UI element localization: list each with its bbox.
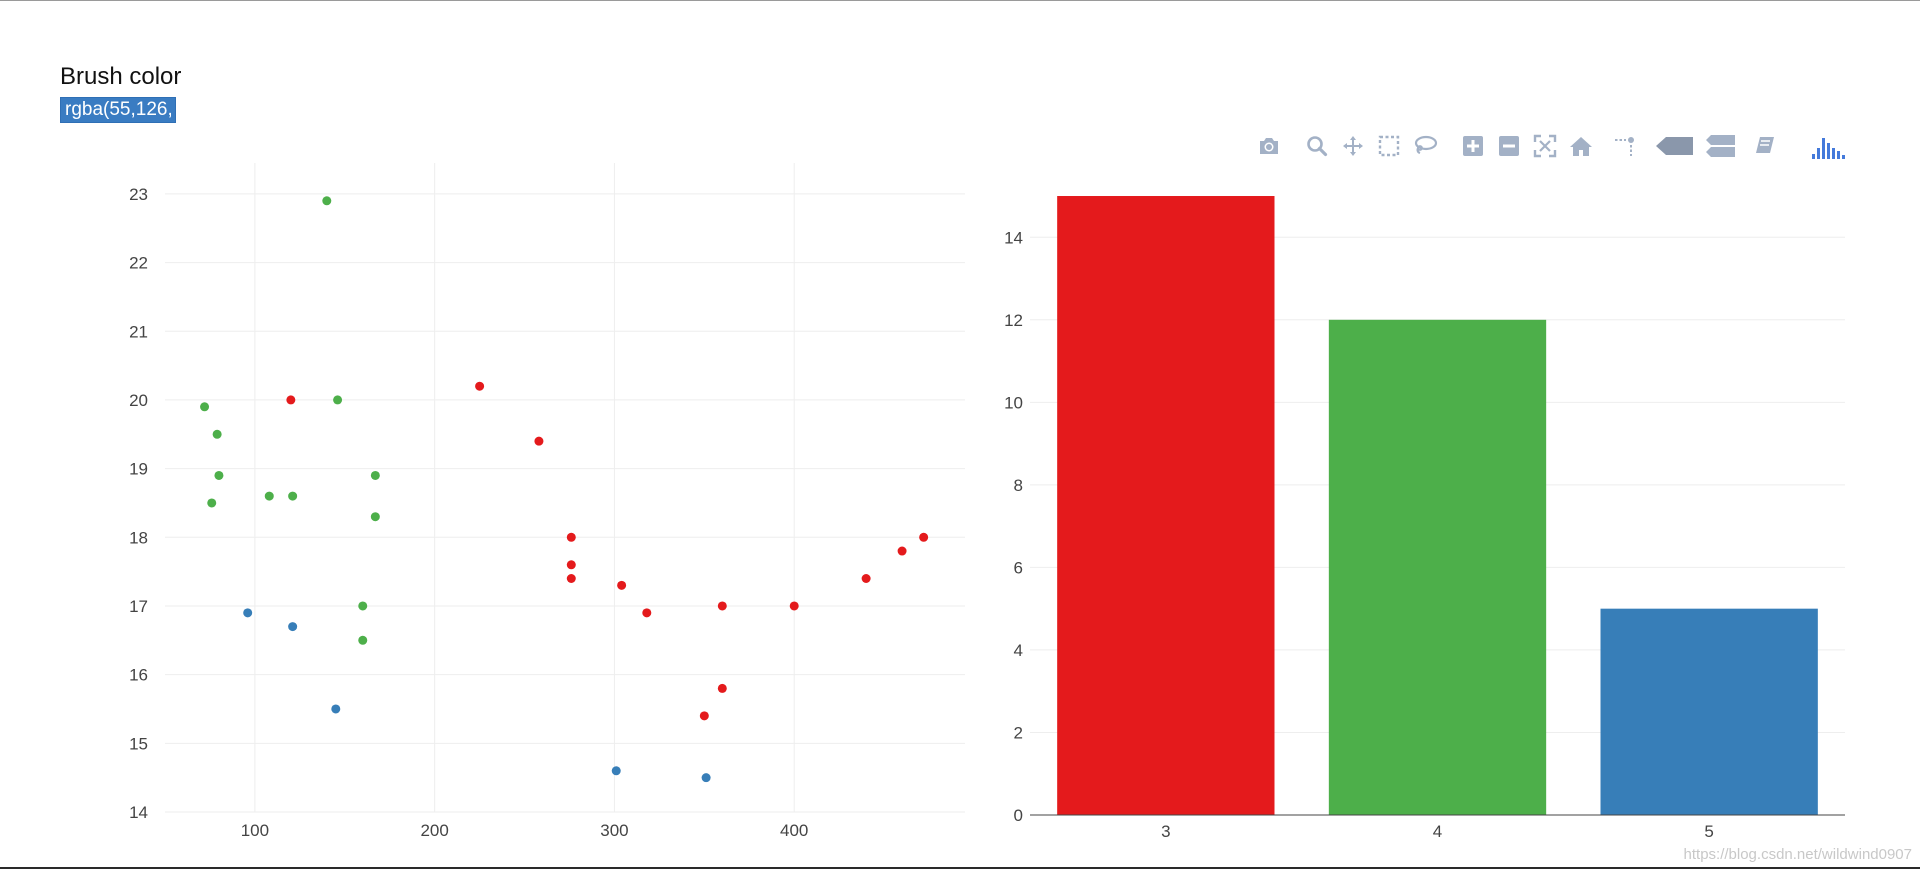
scatter-point[interactable] — [611, 766, 621, 776]
lasso-select-icon[interactable] — [1411, 131, 1439, 161]
bar-y-tick-label: 8 — [1014, 476, 1023, 495]
bar-5[interactable] — [1600, 608, 1818, 815]
scatter-point[interactable] — [200, 402, 210, 412]
scatter-y-tick-label: 20 — [129, 391, 148, 410]
scatter-y-tick-label: 14 — [129, 803, 148, 822]
scatter-y-tick-label: 19 — [129, 460, 148, 479]
scatter-point[interactable] — [214, 470, 224, 480]
scatter-point[interactable] — [358, 635, 368, 645]
scatter-point[interactable] — [475, 381, 485, 391]
scatter-point[interactable] — [617, 580, 627, 590]
scatter-y-tick-label: 23 — [129, 185, 148, 204]
scatter-x-tick-label: 400 — [780, 821, 808, 840]
scatter-point[interactable] — [566, 573, 576, 583]
scatter-point[interactable] — [789, 601, 799, 611]
hover-closest-icon[interactable] — [1655, 131, 1695, 161]
scatter-point[interactable] — [566, 560, 576, 570]
scatter-point[interactable] — [207, 498, 217, 508]
scatter-point[interactable] — [699, 711, 709, 721]
bar-y-tick-label: 4 — [1014, 641, 1023, 660]
bar-4[interactable] — [1328, 319, 1547, 815]
scatter-point[interactable] — [370, 512, 380, 522]
scatter-point[interactable] — [534, 436, 544, 446]
scatter-point[interactable] — [288, 491, 298, 501]
scatter-point[interactable] — [717, 683, 727, 693]
bar-plot[interactable]: 0 2 4 6 8 10 12 14 3 4 5 — [1004, 196, 1845, 841]
window-bottom-border — [0, 867, 1920, 869]
scatter-y-tick-label: 15 — [129, 734, 148, 753]
zoom-icon[interactable] — [1303, 131, 1331, 161]
zoom-in-icon[interactable] — [1459, 131, 1487, 161]
scatter-point[interactable] — [331, 704, 341, 714]
scatter-y-tick-label: 22 — [129, 254, 148, 273]
zoom-out-icon[interactable] — [1495, 131, 1523, 161]
reset-axes-icon[interactable] — [1567, 131, 1595, 161]
box-select-icon[interactable] — [1375, 131, 1403, 161]
scatter-plot[interactable]: 100 200 300 400 14 15 16 17 18 19 20 21 22 23 — [129, 163, 965, 840]
bar-x-tick-label: 5 — [1704, 822, 1713, 841]
scatter-point[interactable] — [370, 470, 380, 480]
camera-icon[interactable] — [1255, 131, 1283, 161]
bar-y-tick-label: 14 — [1004, 228, 1023, 247]
bar-y-tick-label: 0 — [1014, 806, 1023, 825]
hover-compare-icon[interactable] — [1705, 131, 1737, 161]
scatter-point[interactable] — [919, 532, 929, 542]
bar-y-tick-label: 12 — [1004, 311, 1023, 330]
scatter-point[interactable] — [333, 395, 343, 405]
scatter-point[interactable] — [243, 608, 253, 618]
scatter-point[interactable] — [322, 196, 332, 206]
bar-3[interactable] — [1057, 196, 1275, 815]
scatter-x-tick-label: 100 — [241, 821, 269, 840]
scatter-x-tick-label: 300 — [600, 821, 628, 840]
bar-y-tick-label: 10 — [1004, 393, 1023, 412]
watermark: https://blog.csdn.net/wildwind0907 — [1683, 846, 1912, 863]
bar-x-tick-label: 4 — [1433, 822, 1442, 841]
scatter-point[interactable] — [286, 395, 296, 405]
brush-color-label: Brush color — [60, 63, 182, 90]
scatter-point[interactable] — [861, 573, 871, 583]
scatter-point[interactable] — [701, 773, 711, 783]
scatter-point[interactable] — [717, 601, 727, 611]
scatter-y-tick-label: 17 — [129, 597, 148, 616]
scatter-point[interactable] — [358, 601, 368, 611]
scatter-y-tick-label: 21 — [129, 322, 148, 341]
scatter-point[interactable] — [897, 546, 907, 556]
scatter-y-tick-label: 18 — [129, 528, 148, 547]
scatter-point[interactable] — [264, 491, 274, 501]
scatter-y-tick-label: 16 — [129, 666, 148, 685]
bar-y-tick-label: 6 — [1014, 558, 1023, 577]
spike-lines-icon[interactable] — [1611, 131, 1639, 161]
brush-color-input[interactable] — [60, 97, 176, 123]
scatter-point[interactable] — [288, 622, 298, 632]
scatter-point[interactable] — [566, 532, 576, 542]
bar-x-tick-label: 3 — [1161, 822, 1170, 841]
pan-icon[interactable] — [1339, 131, 1367, 161]
plotly-logo-icon[interactable] — [1809, 131, 1849, 161]
bar-y-tick-label: 2 — [1014, 723, 1023, 742]
scatter-point[interactable] — [642, 608, 652, 618]
scatter-point[interactable] — [212, 429, 222, 439]
edit-chart-icon[interactable] — [1751, 131, 1779, 161]
autoscale-icon[interactable] — [1531, 131, 1559, 161]
scatter-x-tick-label: 200 — [420, 821, 448, 840]
